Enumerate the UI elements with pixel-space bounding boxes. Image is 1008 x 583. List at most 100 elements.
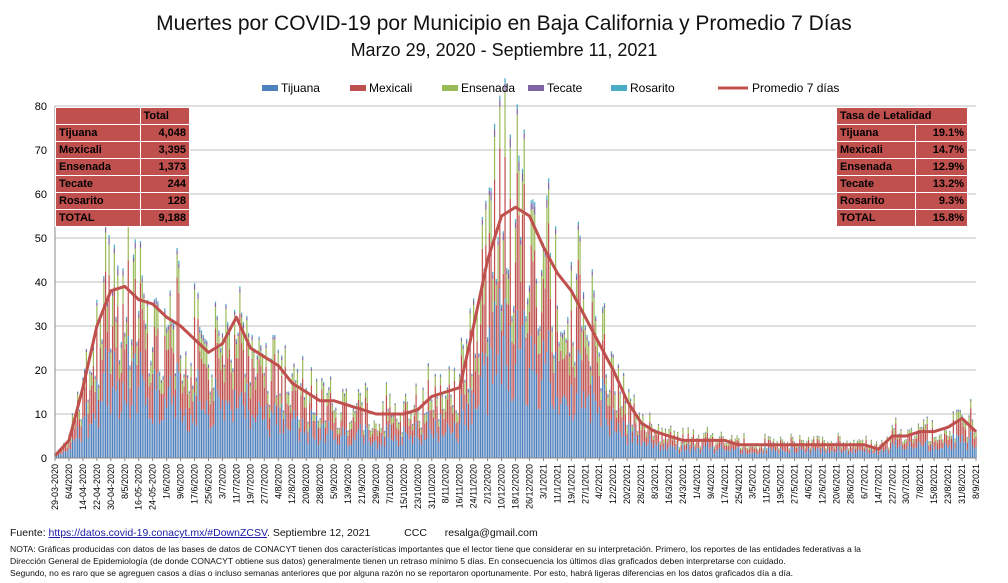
bar-ensenada [575,280,578,307]
bar-mexicali [92,366,94,414]
bar-ensenada [853,440,855,444]
bar-mexicali [511,341,513,402]
bar-tecate [129,367,131,371]
bar-tecate [642,414,644,417]
bar-tijuana [331,430,333,458]
bar-mexicali [654,433,656,444]
bar-tecate [575,276,578,281]
bar-mexicali [940,439,942,449]
bar-tecate [237,333,239,337]
bar-mexicali [973,438,975,449]
bar-ensenada [816,436,818,439]
bar-mexicali [357,399,360,430]
bar-mexicali [244,392,246,418]
bar-tijuana [912,448,914,458]
bar-tijuana [727,450,729,458]
bar-ensenada [858,439,860,443]
bar-tijuana [759,452,761,458]
bar-tecate [891,425,893,427]
bar-rosarito [473,298,475,301]
bar-mexicali [942,442,944,449]
bar-rosarito [206,340,208,342]
bar-mexicali [159,389,161,424]
bar-tijuana [858,449,860,458]
bar-tijuana [567,405,569,458]
bar-rosarito [530,200,532,205]
bar-mexicali [935,440,937,447]
bar-ensenada [432,411,435,418]
bar-rosarito [223,364,225,366]
bar-tijuana [678,453,681,458]
bar-mexicali [99,348,101,402]
bar-mexicali [122,304,124,383]
bar-rosarito [450,394,452,396]
bar-ensenada [171,326,173,348]
bar-rosarito [504,78,506,85]
bar-tecate [314,413,316,415]
bar-mexicali [220,369,222,410]
bar-mexicali [89,389,91,424]
bar-ensenada [272,339,274,361]
x-tick-label: 8/11/2020 [441,464,451,503]
bar-rosarito [241,312,243,315]
bar-mexicali [684,445,686,451]
bar-tijuana [581,408,583,458]
bar-rosarito [87,399,89,401]
bar-ensenada [923,420,925,428]
bar-mexicali [905,442,907,450]
x-tick-label: 11/7/2020 [231,464,241,503]
bar-tijuana [626,444,628,458]
bar-mexicali [338,433,340,445]
bar-mexicali [305,407,307,431]
bar-ensenada [917,424,920,430]
bar-tijuana [457,443,459,458]
bar-mexicali [889,442,892,449]
bar-rosarito [178,260,180,264]
bar-rosarito [366,387,368,389]
note-line-3: Segundo, no es raro que se agreguen caso… [10,568,794,578]
bar-ensenada [687,428,689,434]
bar-rosarito [153,299,156,301]
bar-ensenada [541,276,543,313]
bar-tecate [85,349,88,352]
bar-ensenada [907,430,909,435]
bar-mexicali [882,446,885,453]
bar-mexicali [698,438,700,448]
bar-mexicali [633,403,635,428]
bar-mexicali [513,344,515,399]
bar-mexicali [291,390,293,420]
bar-ensenada [204,344,206,364]
bar-rosarito [424,413,426,414]
bar-mexicali [520,281,522,349]
source-link[interactable]: https://datos.covid-19.conacyt.mx/#DownZ… [48,527,267,539]
bar-tecate [382,401,384,404]
bar-rosarito [263,372,265,374]
bar-tecate [638,413,640,415]
bar-ensenada [380,429,382,433]
bar-ensenada [725,443,728,446]
bar-tijuana [368,440,370,458]
legend-label: Tecate [547,81,583,95]
bar-mexicali [699,449,702,454]
bar-tecate [244,374,246,378]
bar-tijuana [799,446,801,458]
bar-ensenada [839,437,841,441]
bar-rosarito [281,355,283,358]
bar-mexicali [675,443,677,450]
bar-ensenada [727,443,729,446]
bar-tecate [136,343,138,346]
bar-ensenada [664,429,667,434]
bar-ensenada [373,421,375,429]
bar-rosarito [497,236,499,241]
bar-rosarito [181,380,183,382]
bar-tecate [502,233,504,241]
bar-tijuana [875,449,878,458]
bar-mexicali [586,354,588,397]
bar-mexicali [267,403,269,430]
bar-tecate [548,182,550,190]
bar-tijuana [734,449,736,458]
totals-label: Mexicali [55,141,141,159]
bar-rosarito [101,339,103,341]
bar-mexicali [432,417,435,439]
bar-mexicali [448,384,450,428]
